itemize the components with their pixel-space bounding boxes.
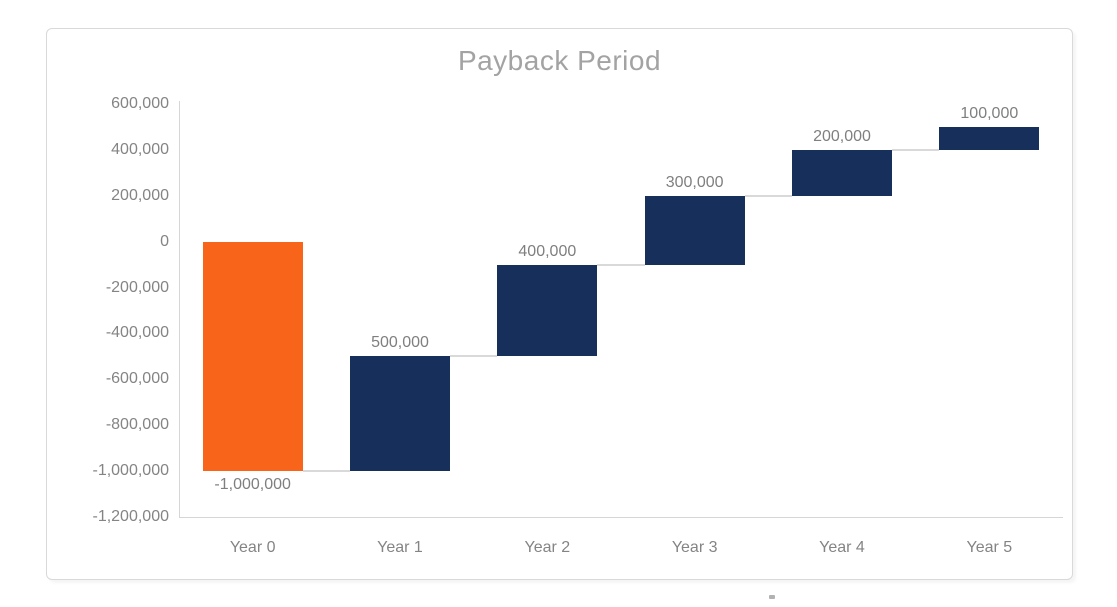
y-axis-tick-label: -800,000 [105,416,169,434]
waterfall-bar-year-2[interactable] [497,264,598,357]
y-axis-tick-label: -400,000 [105,324,169,342]
y-axis-tick-label: 200,000 [111,186,169,204]
x-axis-label: Year 2 [524,539,571,556]
waterfall-bar-year-5[interactable] [939,126,1040,150]
x-axis-label: Year 0 [229,539,276,556]
data-label: 300,000 [665,173,724,191]
waterfall-bar-year-4[interactable] [792,149,892,196]
data-label: -1,000,000 [214,476,291,494]
x-axis-label: Year 3 [671,539,718,556]
connector-line [450,355,498,358]
data-label: 500,000 [371,334,429,352]
connector-line [302,470,350,473]
waterfall-bar-year-0[interactable] [202,241,303,472]
x-axis-label: Year 4 [819,539,865,556]
data-label: 200,000 [813,127,871,145]
stray-mark [769,595,775,599]
connector-line [597,263,645,266]
x-axis-label: Year 5 [966,539,1013,556]
y-axis-tick-label: -1,000,000 [92,462,169,480]
y-axis-tick-label: -600,000 [105,370,169,388]
y-axis-tick-label: -1,200,000 [92,508,169,525]
connector-line [744,194,792,197]
chart-title: Payback Period [457,45,662,76]
data-label: 100,000 [960,104,1019,122]
x-axis-line [179,517,1063,518]
y-axis-tick-label: 400,000 [111,140,169,158]
plot-area: 600,000 400,000 200,000 0 -200,000 -400,000 -6… [47,29,1072,579]
data-label: 400,000 [518,242,577,260]
x-axis-label: Year 1 [377,539,423,556]
connector-line [892,148,940,151]
waterfall-bar-year-3[interactable] [644,195,745,265]
y-axis-tick-label: -200,000 [105,278,169,296]
waterfall-bar-year-1[interactable] [350,356,450,472]
chart-container[interactable]: Payback Period 600,000 400,000 200,000 0 -20… [46,28,1073,580]
y-axis-tick-label: 0 [160,232,169,250]
y-axis-line [179,101,180,517]
y-axis-tick-label: 600,000 [111,95,169,112]
